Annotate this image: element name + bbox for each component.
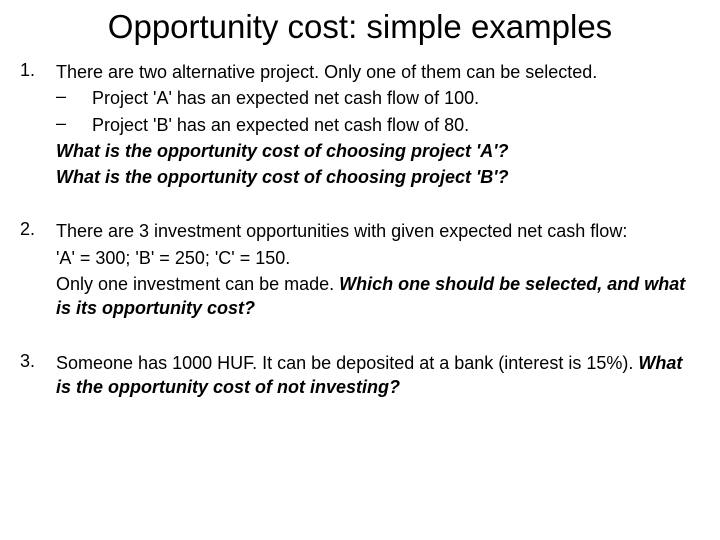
dash-bullet: – <box>56 113 92 134</box>
item-intro: Someone has 1000 HUF. It can be deposite… <box>56 351 700 400</box>
sub-text: Project 'B' has an expected net cash flo… <box>92 113 700 137</box>
question-text: What is the opportunity cost of choosing… <box>56 167 509 187</box>
item-intro: There are 3 investment opportunities wit… <box>56 219 700 243</box>
item-number: 3. <box>20 351 56 372</box>
sub-item: – Project 'B' has an expected net cash f… <box>20 113 700 137</box>
list-item-1: 1. There are two alternative project. On… <box>20 60 700 84</box>
mixed-line: Only one investment can be made. Which o… <box>20 272 700 321</box>
question-line: What is the opportunity cost of choosing… <box>20 165 700 189</box>
list-item-3: 3. Someone has 1000 HUF. It can be depos… <box>20 351 700 400</box>
question-line: What is the opportunity cost of choosing… <box>20 139 700 163</box>
item-number: 2. <box>20 219 56 240</box>
list-item-2: 2. There are 3 investment opportunities … <box>20 219 700 243</box>
sub-text: Project 'A' has an expected net cash flo… <box>92 86 700 110</box>
item-intro: There are two alternative project. Only … <box>56 60 700 84</box>
values-line: 'A' = 300; 'B' = 250; 'C' = 150. <box>20 246 700 270</box>
sub-item: – Project 'A' has an expected net cash f… <box>20 86 700 110</box>
plain-text: Only one investment can be made. <box>56 274 339 294</box>
item-number: 1. <box>20 60 56 81</box>
plain-text: Someone has 1000 HUF. It can be deposite… <box>56 353 638 373</box>
dash-bullet: – <box>56 86 92 107</box>
slide-title: Opportunity cost: simple examples <box>20 8 700 46</box>
question-text: What is the opportunity cost of choosing… <box>56 141 509 161</box>
